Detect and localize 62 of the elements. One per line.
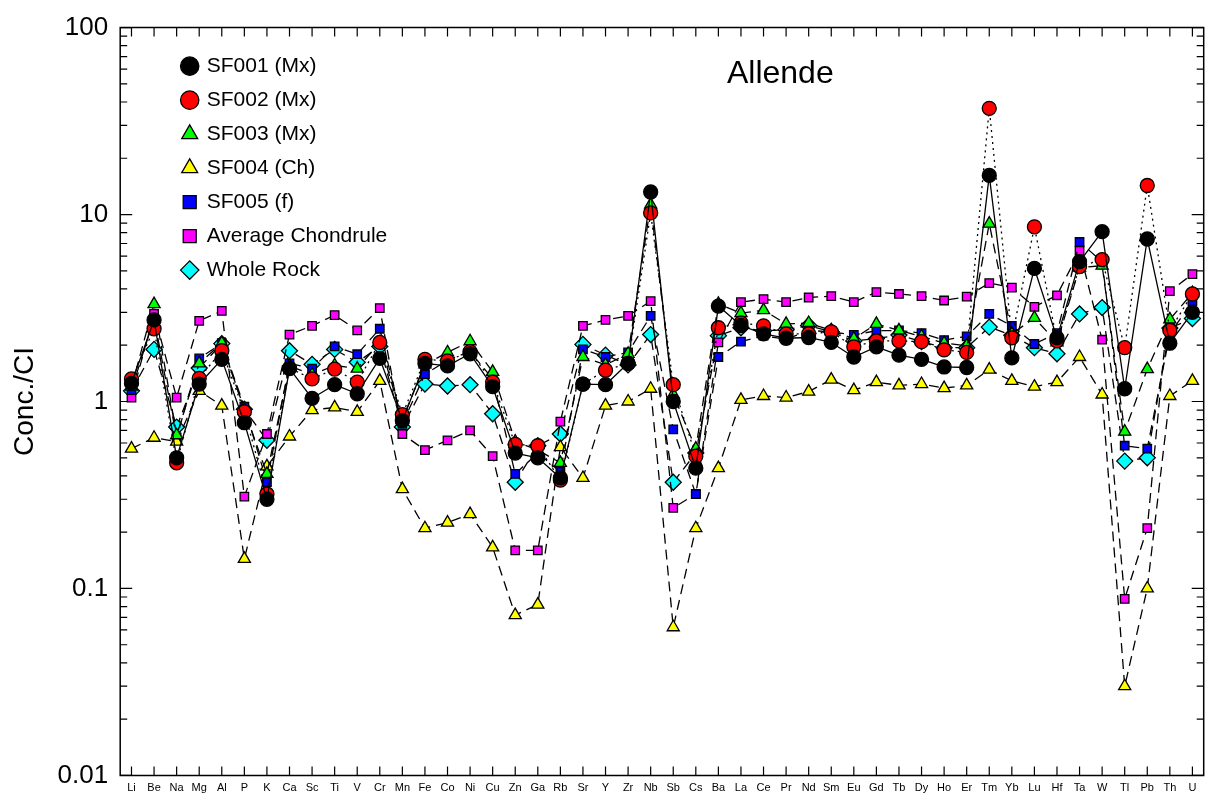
x-tick-label: Ba [711,781,726,794]
x-tick-label: Y [601,781,610,794]
x-tick-label: Ti [330,781,340,794]
x-tick-label: Ga [530,781,547,794]
x-tick-label: Be [147,781,161,794]
x-tick-label: Cr [373,781,386,794]
y-tick-label: 0.01 [57,758,109,789]
x-tick-label: Nd [801,781,816,794]
x-tick-label: Ce [756,781,771,794]
x-tick-label: Mn [394,781,410,794]
x-tick-label: Sc [305,781,319,794]
x-tick-label: La [734,781,748,794]
x-tick-label: W [1096,781,1108,794]
legend-label: SF002 (Mx) [206,86,317,110]
y-tick-label: 0.1 [72,571,109,602]
y-axis-title: Conc./CI [7,347,39,456]
x-tick-label: Ho [937,781,952,794]
x-tick-label: Ca [282,781,298,794]
y-tick-label: 100 [64,10,109,41]
x-tick-label: Ta [1073,781,1087,794]
x-tick-label: Hf [1051,781,1064,794]
x-tick-label: Tb [892,781,906,794]
x-tick-label: Ni [464,781,476,794]
x-tick-label: Cu [485,781,500,794]
x-tick-label: Tl [1120,781,1130,794]
x-tick-label: P [240,781,249,794]
text: Allende [726,53,834,91]
legend-label: SF005 (f) [206,188,295,212]
x-tick-label: Zn [508,781,522,794]
y-tick-label: 10 [79,197,109,228]
x-tick-label: Th [1163,781,1177,794]
legend-label: Average Chondrule [206,222,388,246]
x-tick-label: Dy [914,781,929,794]
y-tick-label: 1 [93,384,109,415]
x-tick-label: Zr [622,781,634,794]
x-tick-label: Fe [418,781,432,794]
x-tick-label: Eu [847,781,861,794]
x-tick-label: Sr [577,781,589,794]
x-tick-label: Gd [869,781,884,794]
x-tick-label: Co [440,781,455,794]
x-tick-label: Na [169,781,185,794]
x-tick-label: Sb [666,781,680,794]
legend-label: SF003 (Mx) [206,120,317,144]
legend-label: Whole Rock [206,256,321,280]
x-tick-label: Cs [689,781,704,794]
x-tick-label: Rb [553,781,568,794]
x-tick-label: Li [127,781,136,794]
x-tick-label: K [263,781,272,794]
legend-label: SF001 (Mx) [206,52,317,76]
x-tick-label: V [353,781,362,794]
x-tick-label: Pr [780,781,792,794]
x-tick-label: Mg [191,781,207,794]
x-tick-label: Er [961,781,973,794]
x-tick-label: Al [216,781,227,794]
x-tick-label: Yb [1005,781,1019,794]
x-tick-label: Pb [1140,781,1154,794]
x-tick-label: Tm [981,781,998,794]
x-tick-label: Lu [1028,781,1041,794]
x-tick-label: U [1188,781,1197,794]
x-tick-label: Nb [643,781,658,794]
x-tick-label: Sm [823,781,840,794]
legend-label: SF004 (Ch) [206,154,316,178]
